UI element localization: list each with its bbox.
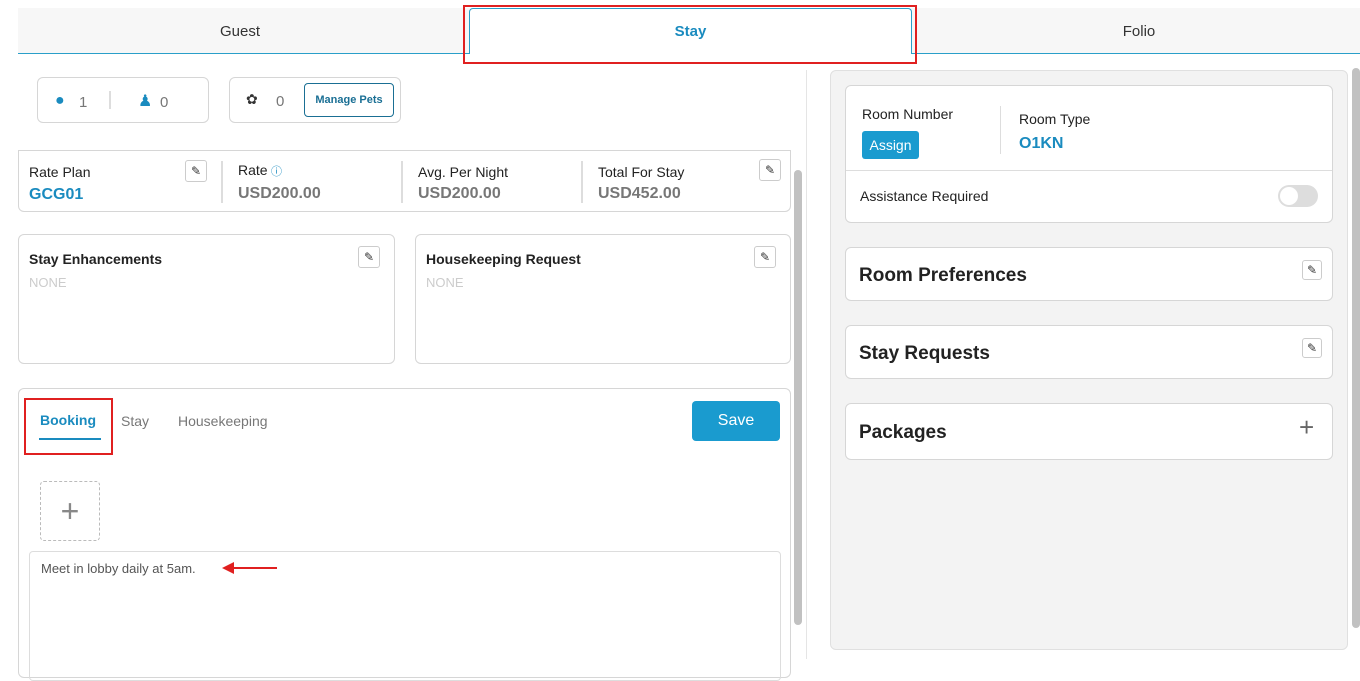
stay-enhancements-card: Stay Enhancements NONE ✎ bbox=[18, 234, 395, 364]
add-package-icon[interactable]: + bbox=[1299, 412, 1315, 442]
notes-tab-stay[interactable]: Stay bbox=[121, 413, 150, 429]
notes-tab-housekeeping[interactable]: Housekeeping bbox=[178, 413, 268, 429]
room-preferences-card[interactable]: Room Preferences ✎ bbox=[845, 247, 1333, 301]
pet-count: 0 bbox=[276, 93, 285, 110]
child-count: 0 bbox=[160, 94, 169, 111]
housekeeping-value: NONE bbox=[426, 275, 464, 290]
left-scrollbar[interactable] bbox=[794, 170, 802, 625]
avg-value: USD200.00 bbox=[418, 185, 501, 202]
manage-pets-button[interactable]: Manage Pets bbox=[304, 83, 394, 117]
room-type-value: O1KN bbox=[1019, 135, 1064, 152]
rate-label: Rate bbox=[238, 162, 268, 178]
room-preferences-title: Room Preferences bbox=[859, 265, 1027, 286]
edit-rate-plan-button[interactable]: ✎ bbox=[185, 160, 207, 182]
tab-guest[interactable]: Guest bbox=[219, 22, 261, 40]
room-type-label: Room Type bbox=[1019, 111, 1091, 127]
main-tabs: Guest Stay Folio bbox=[18, 8, 1360, 54]
assistance-label: Assistance Required bbox=[860, 188, 989, 204]
packages-title: Packages bbox=[859, 422, 947, 443]
info-icon[interactable]: ⓘ bbox=[271, 166, 282, 178]
note-text: Meet in lobby daily at 5am. bbox=[41, 561, 196, 576]
housekeeping-title: Housekeeping Request bbox=[426, 251, 581, 267]
rate-plan-value[interactable]: GCG01 bbox=[29, 186, 84, 203]
add-note-button[interactable]: + bbox=[40, 481, 100, 541]
adult-icon: ● bbox=[55, 92, 65, 109]
adult-count: 1 bbox=[79, 94, 88, 111]
packages-card[interactable]: Packages + bbox=[845, 403, 1333, 460]
stay-enhancements-title: Stay Enhancements bbox=[29, 251, 163, 267]
tab-folio[interactable]: Folio bbox=[1122, 22, 1156, 40]
rates-box: Rate Plan GCG01 ✎ Rate ⓘ USD200.00 Avg. … bbox=[18, 150, 791, 212]
edit-stay-requests-button[interactable]: ✎ bbox=[1302, 338, 1322, 358]
tab-stay[interactable]: Stay bbox=[469, 8, 912, 54]
stay-requests-card[interactable]: Stay Requests ✎ bbox=[845, 325, 1333, 379]
room-number-label: Room Number bbox=[862, 106, 954, 122]
child-icon: ♟ bbox=[138, 93, 153, 110]
housekeeping-card: Housekeeping Request NONE ✎ bbox=[415, 234, 791, 364]
stay-requests-title: Stay Requests bbox=[859, 343, 990, 364]
right-scrollbar[interactable] bbox=[1352, 68, 1360, 628]
assistance-toggle[interactable] bbox=[1278, 185, 1318, 207]
pets-box: ✿ 0 Manage Pets bbox=[229, 77, 401, 123]
note-textarea[interactable]: Meet in lobby daily at 5am. bbox=[29, 551, 781, 681]
assign-button[interactable]: Assign bbox=[862, 131, 919, 159]
avg-label: Avg. Per Night bbox=[418, 164, 509, 180]
edit-total-button[interactable]: ✎ bbox=[759, 159, 781, 181]
save-button[interactable]: Save bbox=[692, 401, 780, 441]
notes-card: Booking Stay Housekeeping Save + Meet in… bbox=[18, 388, 791, 681]
stay-enhancements-value: NONE bbox=[29, 275, 67, 290]
total-value: USD452.00 bbox=[598, 185, 681, 202]
total-label: Total For Stay bbox=[598, 164, 685, 180]
room-card: Room Number Assign Room Type O1KN Assist… bbox=[845, 85, 1333, 223]
paw-icon: ✿ bbox=[246, 91, 258, 107]
occupancy-box: ● 1 ♟ 0 bbox=[37, 77, 209, 123]
edit-housekeeping-button[interactable]: ✎ bbox=[754, 246, 776, 268]
edit-room-preferences-button[interactable]: ✎ bbox=[1302, 260, 1322, 280]
annotation-box bbox=[463, 5, 917, 64]
rate-value: USD200.00 bbox=[238, 185, 321, 202]
edit-enhancements-button[interactable]: ✎ bbox=[358, 246, 380, 268]
annotation-arrow bbox=[222, 562, 278, 574]
rate-plan-label: Rate Plan bbox=[29, 164, 91, 180]
annotation-box bbox=[24, 398, 113, 455]
notes-tab-booking[interactable]: Booking bbox=[40, 412, 96, 428]
